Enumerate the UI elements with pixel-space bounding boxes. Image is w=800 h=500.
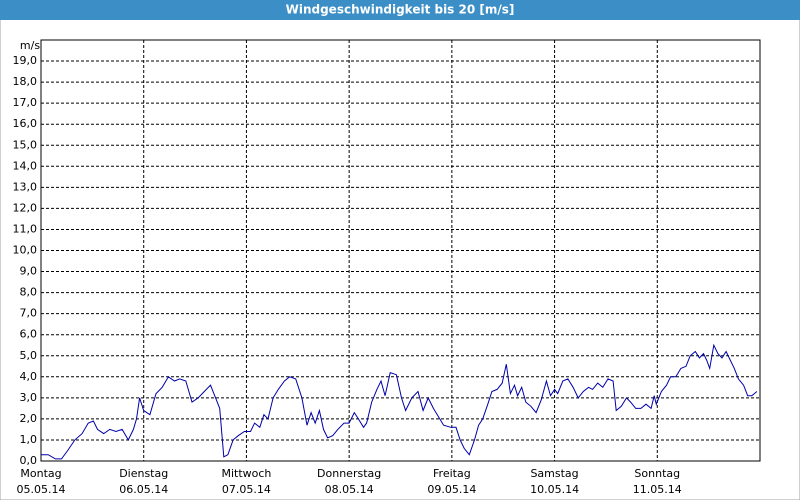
x-tick-date: 11.05.14 (633, 483, 682, 496)
title-bar (0, 0, 800, 20)
y-tick-label: 4,0 (20, 370, 38, 383)
x-tick-label: Sonntag (634, 467, 680, 480)
y-tick-label: 15,0 (13, 138, 38, 151)
x-tick-date: 09.05.14 (427, 483, 476, 496)
y-tick-label: 2,0 (20, 412, 38, 425)
x-tick-label: Mittwoch (221, 467, 271, 480)
y-tick-label: 13,0 (13, 180, 38, 193)
x-tick-label: Freitag (433, 467, 471, 480)
y-tick-label: 12,0 (13, 201, 38, 214)
wind-line (41, 343, 758, 460)
x-tick-date: 08.05.14 (325, 483, 374, 496)
x-tick-label: Donnerstag (317, 467, 381, 480)
y-tick-label: 11,0 (13, 222, 38, 235)
y-tick-label: 8,0 (20, 286, 38, 299)
x-tick-date: 10.05.14 (530, 483, 579, 496)
plot-frame (40, 39, 761, 462)
y-tick-label: 3,0 (20, 391, 38, 404)
x-tick-label: Samstag (530, 467, 578, 480)
y-tick-label: 18,0 (13, 75, 38, 88)
x-tick-label: Montag (20, 467, 61, 480)
y-tick-label: 10,0 (13, 244, 38, 257)
y-tick-label: 9,0 (20, 265, 38, 278)
y-tick-label: 14,0 (13, 159, 38, 172)
y-tick-label: 6,0 (20, 328, 38, 341)
y-tick-label: 0,0 (20, 454, 38, 467)
chart-title: Windgeschwindigkeit bis 20 [m/s] (286, 3, 515, 17)
x-tick-label: Dienstag (119, 467, 168, 480)
y-unit: m/s (20, 39, 40, 52)
y-tick-label: 17,0 (13, 96, 38, 109)
x-tick-date: 05.05.14 (17, 483, 66, 496)
y-tick-label: 7,0 (20, 307, 38, 320)
y-tick-label: 19,0 (13, 54, 38, 67)
y-tick-label: 16,0 (13, 117, 38, 130)
x-tick-date: 07.05.14 (222, 483, 271, 496)
x-tick-date: 06.05.14 (119, 483, 168, 496)
y-tick-label: 5,0 (20, 349, 38, 362)
y-tick-label: 1,0 (20, 433, 38, 446)
